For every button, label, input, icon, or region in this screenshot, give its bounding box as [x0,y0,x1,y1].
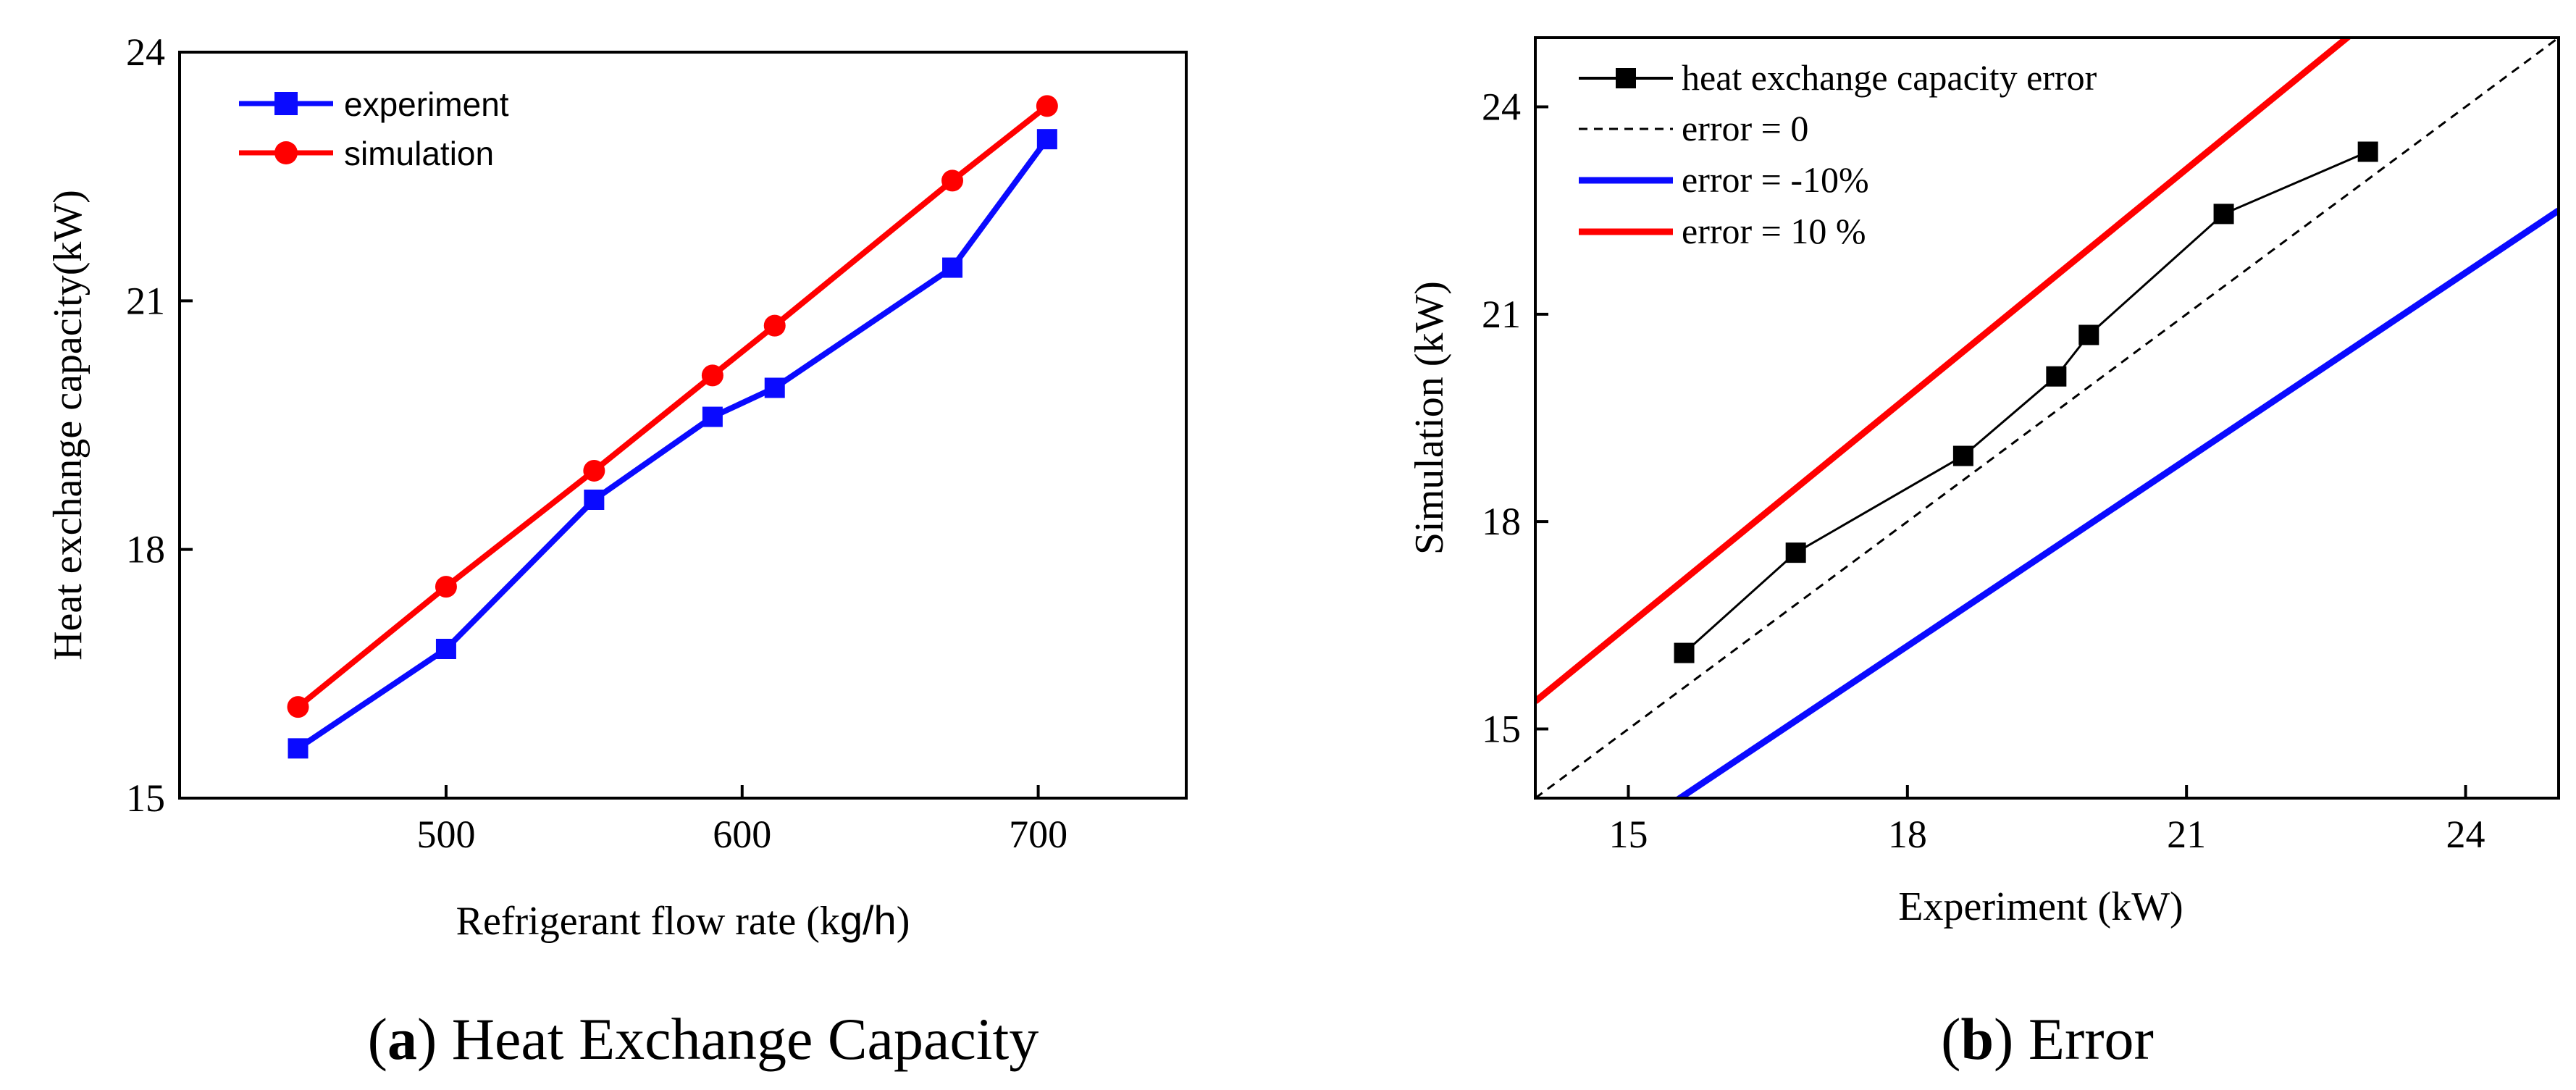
legend-label-error-minus10: error = -10% [1682,159,1869,200]
x-tick-label-24: 24 [2446,813,2485,856]
point-experiment [764,377,785,398]
point-experiment [702,406,723,427]
y-tick-label-24: 24 [1482,85,1521,128]
y-tick-label-21: 21 [126,279,165,322]
point-experiment [435,639,456,659]
x-axis-title-main: Refrigerant flow rate (k [456,899,840,944]
x-tick-label-18: 18 [1888,813,1927,856]
legend-marker-experiment [274,92,298,115]
panel-b-caption-text: Error [2029,1006,2154,1072]
y-tick-label-18: 18 [126,528,165,571]
reference-line-zero [1535,38,2559,798]
legend-label-error-plus10: error = 10 % [1682,211,1866,251]
reference-line-plus10 [1535,38,2353,704]
point-simulation [763,314,786,337]
error-point [2046,366,2067,387]
panel-a-caption-text: Heat Exchange Capacity [452,1006,1039,1072]
legend-label-experiment: experiment [344,85,509,123]
series-line-experiment [296,137,1050,751]
y-tick-label-24: 24 [126,30,165,74]
reference-line-minus10 [1674,207,2559,798]
y-tick-label-15: 15 [1482,708,1521,751]
x-tick-label-21: 21 [2167,813,2206,856]
x-axis-title-close: ) [897,899,910,944]
panel-b-caption: (b) Error [1941,1006,2154,1072]
x-tick-label-600: 600 [713,813,771,856]
legend-label-error-zero: error = 0 [1682,108,1808,148]
point-experiment [1036,129,1057,150]
panel-b-points [1674,141,2378,663]
x-tick-label-15: 15 [1608,813,1648,856]
x-tick-label-500: 500 [416,813,475,856]
panel-b-caption-letter: b [1960,1006,1994,1072]
panel-a-legend: experiment simulation [239,85,509,172]
x-tick-label-700: 700 [1009,813,1067,856]
point-simulation [583,459,605,482]
legend-label-error-points: heat exchange capacity error [1682,57,2097,98]
panel-a-caption-letter: a [387,1006,417,1072]
panel-b-x-axis-title: Experiment (kW) [1898,884,2183,929]
panel-a-x-axis-title: Refrigerant flow rate (kg/h) [456,897,910,944]
panel-a-caption: (a) Heat Exchange Capacity [368,1006,1039,1072]
point-experiment [288,738,309,759]
error-point [1785,542,1806,563]
point-simulation [701,364,723,387]
panel-b-legend: heat exchange capacity error error = 0 e… [1579,57,2097,251]
legend-label-simulation: simulation [344,135,494,172]
panel-b-ticks: 15 18 21 24 15 18 21 24 [1482,85,2485,856]
panel-a-marks [287,95,1058,759]
error-point [1952,445,1973,466]
point-simulation [941,169,964,192]
point-simulation [1036,95,1058,117]
x-axis-title-unit: g/h [840,897,897,943]
error-point [2357,141,2378,162]
series-line-simulation [296,104,1049,710]
point-simulation [287,696,309,718]
panel-b-frame [1534,36,2560,800]
legend-marker-error-points [1616,68,1636,88]
panel-a-frame [178,51,1188,800]
error-point [2078,324,2099,345]
error-point [1674,642,1695,663]
y-tick-label-21: 21 [1482,293,1521,336]
panel-b-marks [1535,38,2559,798]
error-point [2213,204,2234,225]
y-tick-label-18: 18 [1482,500,1521,543]
point-experiment [584,490,605,510]
panel-a-y-axis-title: Heat exchange capacity(kW) [46,190,91,661]
legend-marker-simulation [274,141,298,164]
panel-b-y-axis-title: Simulation (kW) [1407,281,1452,555]
panel-b: 15 18 21 24 15 18 21 24 heat exchange capacity … [1407,36,2560,1072]
point-simulation [435,576,457,598]
y-tick-label-15: 15 [126,776,165,820]
point-experiment [942,257,963,278]
